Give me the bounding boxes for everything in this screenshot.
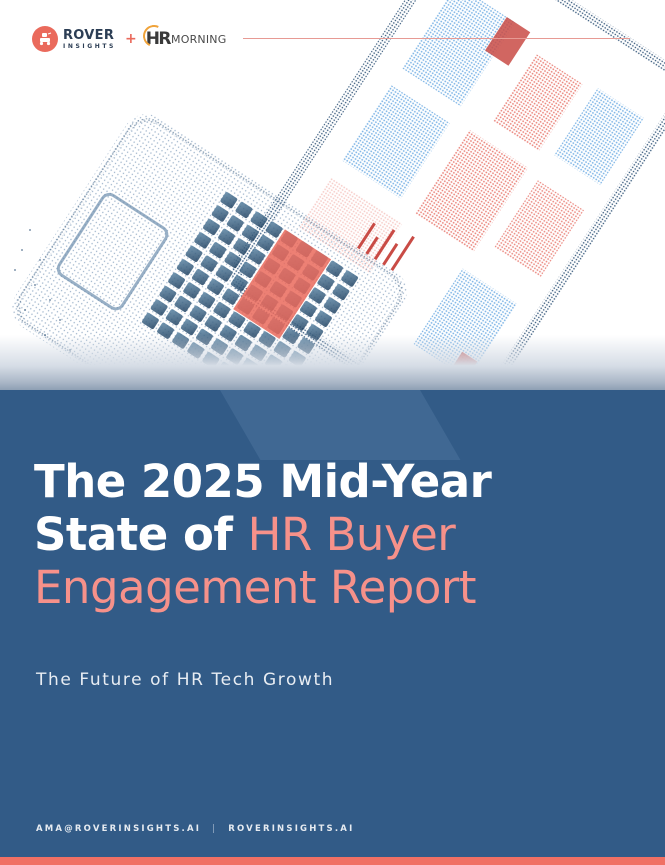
contact-separator: | [212, 824, 218, 834]
contact-email-link[interactable]: AMA@ROVERINSIGHTS.AI [36, 824, 202, 834]
website-link[interactable]: ROVERINSIGHTS.AI [228, 824, 355, 834]
hr-morning-logo: HR MORNING [139, 21, 227, 51]
illustration-reflection [219, 390, 461, 460]
title-line-2-white: State of [34, 508, 248, 561]
hr-mark: HR [139, 21, 172, 51]
rover-insights-logo: ROVER INSIGHTS [32, 26, 116, 52]
rover-logo-name: ROVER [63, 27, 115, 43]
title-line-3: Engagement Report [34, 561, 477, 614]
background-fade [0, 335, 665, 391]
plus-sign: + [124, 31, 137, 47]
title-line-2-accent: HR Buyer [247, 508, 456, 561]
hr-morning-word: MORNING [171, 32, 227, 46]
rover-robot-icon [32, 26, 58, 52]
contact-line: AMA@ROVERINSIGHTS.AI | ROVERINSIGHTS.AI [36, 824, 354, 834]
report-title: The 2025 Mid-Year State of HR Buyer Enga… [34, 455, 634, 614]
logo-bar: ROVER INSIGHTS + HR MORNING [32, 21, 227, 54]
title-line-1: The 2025 Mid-Year [34, 455, 492, 508]
report-subtitle: The Future of HR Tech Growth [36, 670, 335, 690]
navy-panel [0, 390, 665, 857]
header-divider [243, 38, 630, 39]
footer-accent-strip [0, 857, 665, 865]
rover-logo-sub: INSIGHTS [63, 42, 116, 50]
